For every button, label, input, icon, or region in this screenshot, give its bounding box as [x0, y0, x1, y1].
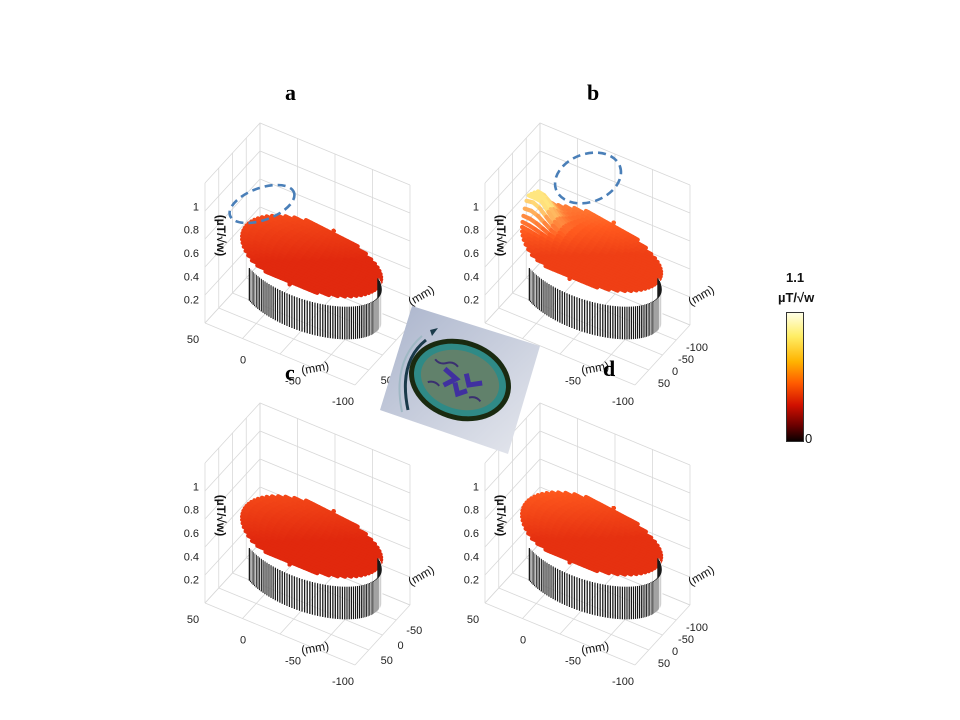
- z-tick-label: 0.6: [184, 248, 199, 260]
- z-tick-label: 0.8: [464, 505, 479, 517]
- z-tick-label: 0.2: [464, 575, 479, 587]
- coil-arc: [403, 338, 427, 411]
- z-tick-label: 0.8: [184, 505, 199, 517]
- y-tick-label: -50: [406, 625, 422, 637]
- z-tick-label: 0.2: [184, 575, 199, 587]
- brain-slice-inset: [380, 306, 540, 454]
- x-axis-label: (mm): [580, 639, 610, 658]
- x-tick-label: -50: [565, 655, 581, 667]
- y-tick-label: -50: [678, 354, 694, 366]
- grey-matter: [420, 349, 500, 411]
- colorbar: [786, 312, 804, 442]
- y-tick-label: -100: [686, 622, 708, 634]
- z-tick-label: 1: [473, 201, 479, 213]
- x-axis-label: (mm): [300, 639, 330, 658]
- colorbar-max-label: 1.1: [786, 270, 805, 285]
- x-tick-label: -100: [332, 396, 354, 408]
- y-tick-label: -50: [678, 634, 694, 646]
- panel-b: b 10.80.60.40.2(µT/√w)500-50-100(mm)500-…: [440, 80, 770, 408]
- panel-a: a 10.80.60.40.2(µT/√w)500-50-100(mm)500-…: [160, 80, 490, 408]
- hotspot-ellipse: [228, 183, 296, 225]
- x-tick-label: 0: [240, 355, 246, 367]
- z-axis-label: (µT/√w): [214, 215, 228, 257]
- panel-label-b: b: [587, 80, 600, 105]
- head-surface: [519, 189, 664, 294]
- z-tick-label: 0.4: [184, 271, 199, 283]
- z-tick-label: 0.2: [464, 295, 479, 307]
- head-side-wall: [528, 268, 663, 340]
- y-tick-label: -100: [686, 342, 708, 354]
- z-axis-label: (µT/√w): [214, 495, 228, 537]
- head-side-wall: [528, 548, 663, 620]
- brain-slice-coil-icon: [380, 306, 540, 454]
- y-tick-label: 50: [658, 378, 670, 390]
- y-tick-label: 0: [672, 646, 678, 658]
- y-tick-label: 0: [397, 640, 403, 652]
- x-tick-label: -100: [332, 676, 354, 688]
- coil-arc-outer: [398, 335, 423, 413]
- z-tick-label: 0.2: [184, 295, 199, 307]
- x-tick-label: -100: [612, 676, 634, 688]
- x-tick-label: -50: [285, 375, 301, 387]
- panel-label-d: d: [603, 356, 616, 381]
- z-tick-label: 0.4: [184, 551, 199, 563]
- hotspot-ellipse: [553, 151, 623, 205]
- plot-c: 10.80.60.40.2(µT/√w)500-50-100(mm)500-50…: [184, 402, 437, 688]
- y-tick-label: 0: [672, 366, 678, 378]
- x-axis-label: (mm): [580, 359, 610, 378]
- x-tick-label: 50: [467, 614, 479, 626]
- y-tick-label: 50: [381, 655, 393, 667]
- z-tick-label: 1: [193, 481, 199, 493]
- z-tick-label: 1: [193, 201, 199, 213]
- ventricles: [442, 366, 483, 398]
- z-tick-label: 0.6: [464, 528, 479, 540]
- x-tick-label: 0: [520, 635, 526, 647]
- x-tick-label: 50: [187, 334, 199, 346]
- plot-b: 10.80.60.40.2(µT/√w)500-50-100(mm)500-50…: [464, 122, 717, 408]
- plot-d: 10.80.60.40.2(µT/√w)500-50-100(mm)500-50…: [464, 402, 717, 688]
- z-tick-label: 0.8: [464, 225, 479, 237]
- colorbar-min-label: 0: [805, 431, 813, 446]
- x-tick-label: -50: [565, 375, 581, 387]
- y-tick-label: 50: [658, 658, 670, 670]
- x-axis-label: (mm): [300, 359, 330, 378]
- head-side-wall: [248, 268, 383, 340]
- x-tick-label: -100: [612, 396, 634, 408]
- z-tick-label: 0.6: [184, 528, 199, 540]
- panel-label-a: a: [285, 80, 296, 105]
- plot-a: 10.80.60.40.2(µT/√w)500-50-100(mm)500-50…: [184, 122, 437, 408]
- panel-label-c: c: [285, 360, 295, 385]
- head-surface: [519, 490, 664, 577]
- coil-arrow-icon: [430, 328, 438, 336]
- panel-d: d 1 0.8 0.6 0.4 0.2 (µT/√w) 50 0 -50 -100 (mm) 50 0-…: [440, 356, 770, 688]
- x-tick-label: 0: [240, 635, 246, 647]
- z-tick-label: 1: [473, 481, 479, 493]
- head-side-wall: [248, 548, 383, 620]
- panel-c: c 1 0.8 0.6 0.4 0.2 (µT/√w) 50 0 -50 -100 (mm) 50 0-…: [160, 360, 490, 688]
- head-surface: [239, 213, 384, 299]
- sulci: [427, 358, 482, 403]
- colorbar-unit-label: µT/√w: [778, 290, 815, 305]
- x-tick-label: 50: [187, 614, 199, 626]
- x-tick-label: -50: [285, 655, 301, 667]
- z-tick-label: 0.4: [464, 551, 479, 563]
- z-tick-label: 0.8: [184, 225, 199, 237]
- head-surface: [239, 494, 384, 579]
- z-axis-label: (µT/√w): [494, 215, 508, 257]
- z-axis-label: (µT/√w): [494, 495, 508, 537]
- z-tick-label: 0.6: [464, 248, 479, 260]
- z-tick-label: 0.4: [464, 271, 479, 283]
